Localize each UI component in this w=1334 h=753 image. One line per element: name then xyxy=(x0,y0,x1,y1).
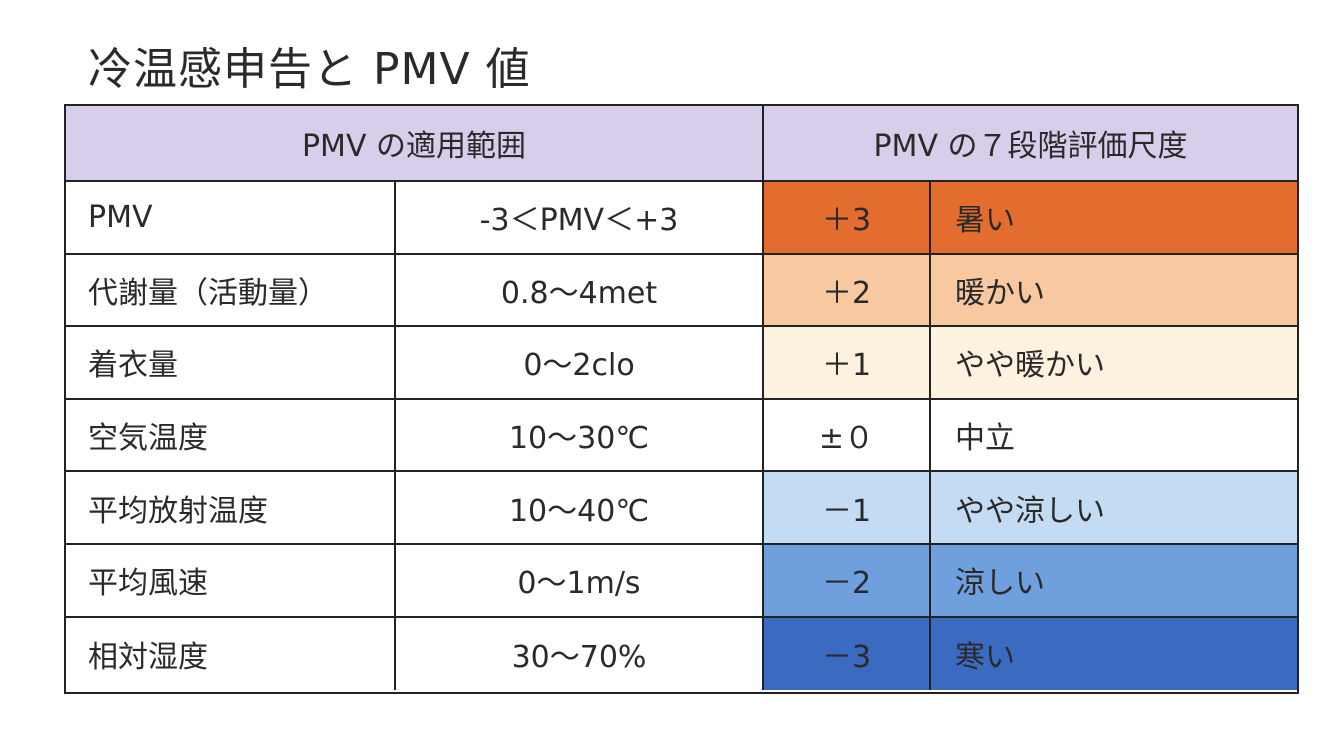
pmv-table: PMV の適用範囲 PMV の７段階評価尺度 PMV -3＜PMV＜+3 代謝量… xyxy=(64,104,1299,694)
scale-value: －1 xyxy=(764,472,931,543)
scale-row: ±０ 中立 xyxy=(764,399,1297,473)
scale-value: ＋2 xyxy=(764,254,931,326)
range-cell: 10～40℃ xyxy=(508,493,650,529)
table-row: PMV -3＜PMV＜+3 xyxy=(66,182,762,255)
header-applicability: PMV の適用範囲 xyxy=(66,106,764,182)
scale-value: ＋1 xyxy=(764,327,931,398)
range-cell: 30～70% xyxy=(511,639,647,675)
table-row: 相対湿度 30～70% xyxy=(66,617,762,691)
scale-label: やや暖かい xyxy=(955,348,1105,384)
scale-label: やや涼しい xyxy=(955,493,1105,529)
scale-label: 中立 xyxy=(955,421,1015,457)
scale-row: ＋1 やや暖かい xyxy=(764,327,1297,400)
table-row: 代謝量（活動量） 0.8～4met xyxy=(66,254,762,328)
table-row: 平均風速 0～1m/s xyxy=(66,544,762,618)
applicability-rows: PMV -3＜PMV＜+3 代謝量（活動量） 0.8～4met 着衣量 0～2c… xyxy=(66,182,764,691)
range-cell: 0～2clo xyxy=(523,348,635,384)
param-cell: 着衣量 xyxy=(66,327,396,398)
scale-value: －3 xyxy=(764,617,931,691)
range-cell: 0～1m/s xyxy=(517,566,641,602)
param-cell: PMV xyxy=(66,182,396,253)
page-title: 冷温感申告と PMV 値 xyxy=(88,44,531,95)
header-scale: PMV の７段階評価尺度 xyxy=(764,106,1297,182)
scale-label: 暑い xyxy=(955,203,1015,239)
scale-row: ＋3 暑い xyxy=(764,182,1297,255)
scale-row: －2 涼しい xyxy=(764,544,1297,618)
param-cell: 空気温度 xyxy=(66,399,396,471)
scale-value: －2 xyxy=(764,544,931,616)
scale-row: ＋2 暖かい xyxy=(764,254,1297,328)
scale-rows: ＋3 暑い ＋2 暖かい ＋1 やや暖かい ±０ 中立 －1 やや涼しい －2 … xyxy=(764,182,1297,691)
param-cell: 代謝量（活動量） xyxy=(66,254,396,326)
scale-row: －3 寒い xyxy=(764,617,1297,691)
scale-label: 涼しい xyxy=(955,566,1045,602)
scale-label: 寒い xyxy=(955,639,1015,675)
param-cell: 平均風速 xyxy=(66,544,396,616)
scale-label: 暖かい xyxy=(955,275,1045,311)
range-cell: 0.8～4met xyxy=(500,275,658,311)
param-cell: 相対湿度 xyxy=(66,617,396,691)
scale-row: －1 やや涼しい xyxy=(764,472,1297,545)
scale-value: ±０ xyxy=(764,399,931,471)
range-cell: 10～30℃ xyxy=(508,421,650,457)
table-row: 着衣量 0～2clo xyxy=(66,327,762,400)
table-row: 空気温度 10～30℃ xyxy=(66,399,762,473)
param-cell: 平均放射温度 xyxy=(66,472,396,543)
range-cell: -3＜PMV＜+3 xyxy=(479,203,679,239)
table-row: 平均放射温度 10～40℃ xyxy=(66,472,762,545)
scale-value: ＋3 xyxy=(764,182,931,253)
